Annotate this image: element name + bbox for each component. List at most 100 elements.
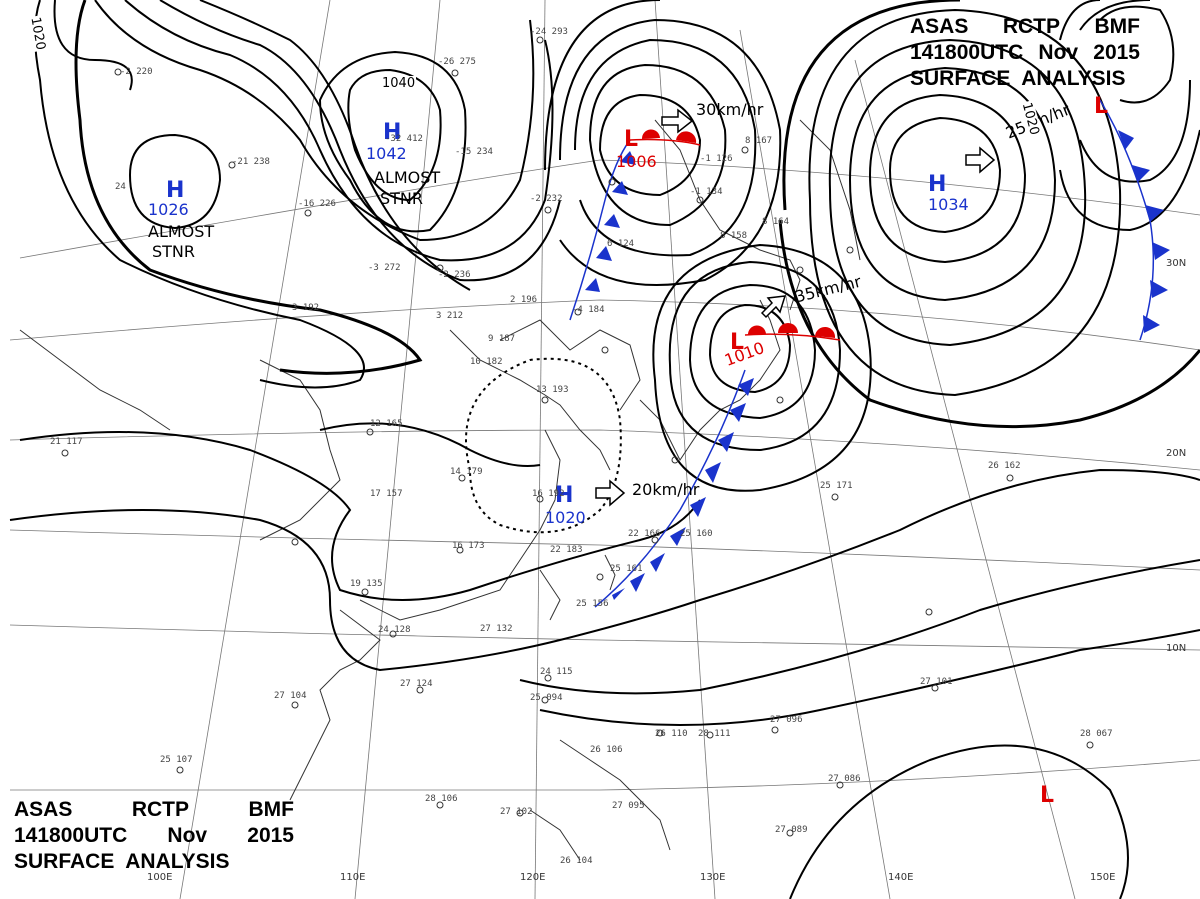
station-temperature: -4 <box>572 305 583 315</box>
station-plot: -16 226 <box>298 200 336 209</box>
station-temperature: 8 <box>720 231 726 241</box>
station-temperature: -21 <box>232 157 249 167</box>
station-plot: 26 106 <box>590 746 623 755</box>
latitude-label: 20N <box>1166 448 1187 459</box>
header-line-1: ASAS RCTP BMF <box>14 797 294 823</box>
isobar <box>828 38 1087 347</box>
station-plot: 27 089 <box>775 826 808 835</box>
isobar <box>574 38 757 257</box>
station-plot: 6 124 <box>607 240 634 249</box>
station-plot: 22 166 <box>628 530 661 539</box>
station-plot: -4 184 <box>572 306 605 315</box>
station-plot: 9 187 <box>488 335 515 344</box>
station-plot: -3 272 <box>368 264 401 273</box>
high-pressure-value: 1034 <box>928 195 969 214</box>
cold-front-tooth <box>730 403 746 422</box>
station-pressure: 166 <box>638 529 661 539</box>
isobar <box>318 50 467 233</box>
header-agency: ASAS <box>910 15 969 38</box>
station-pressure: 134 <box>700 187 723 197</box>
station-pressure: 173 <box>462 541 485 551</box>
isobar <box>124 0 554 262</box>
station-temperature: 25 <box>160 755 171 765</box>
station-pressure: 167 <box>750 136 773 146</box>
station-pressure: 104 <box>284 691 307 701</box>
system-note: STNR <box>380 189 424 208</box>
motion-arrow-icon <box>595 479 626 507</box>
station-pressure: 193 <box>546 385 569 395</box>
station-pressure: 234 <box>471 147 493 157</box>
station-plot: 26 110 <box>655 730 688 739</box>
motion-label: 20km/hr <box>632 480 700 499</box>
header-line-2: 141800UTC Nov 2015 <box>910 40 1140 66</box>
station-pressure: 272 <box>378 263 401 273</box>
cold-front-tooth <box>690 497 706 517</box>
station-plot: 16 192 <box>532 490 565 499</box>
header-agency: ASAS <box>14 798 73 821</box>
isobar <box>34 0 365 389</box>
motion-arrow-icon <box>965 146 996 174</box>
station-pressure: 086 <box>838 774 861 784</box>
low-pressure-value: 1006 <box>616 152 657 171</box>
station-plot: -32 412 <box>385 135 423 144</box>
station-temperature: 12 <box>370 419 381 429</box>
station-plot: 26 104 <box>560 857 593 866</box>
header-title: SURFACE ANALYSIS <box>910 67 1126 90</box>
station-temperature: 3 <box>292 303 298 313</box>
station-plot: 25 156 <box>576 600 609 609</box>
longitude-label: 110E <box>340 872 366 883</box>
cold-front-tooth <box>650 553 665 572</box>
system-note: ALMOST <box>148 222 215 241</box>
station-plot: 2 196 <box>510 296 537 305</box>
station-pressure: 212 <box>441 311 464 321</box>
isobar-label: 1040 <box>381 76 417 91</box>
cold-front-tooth <box>718 432 734 452</box>
station-temperature: -2 <box>438 270 449 280</box>
station-pressure: 128 <box>388 625 411 635</box>
station-temperature: 26 <box>590 745 601 755</box>
station-plot: 27 101 <box>920 678 953 687</box>
station-pressure: 096 <box>780 715 803 725</box>
station-plot: 26 162 <box>988 462 1021 471</box>
station-pressure: 161 <box>620 564 643 574</box>
station-temperature: 16 <box>532 489 543 499</box>
cold-front-tooth <box>585 278 600 292</box>
station-pressure: 232 <box>540 194 563 204</box>
station-plot: -24 293 <box>530 28 568 37</box>
station-pressure: 162 <box>998 461 1021 471</box>
longitude-label: 120E <box>520 872 546 883</box>
station-temperature: 27 <box>828 774 839 784</box>
header-year: 2015 <box>247 824 294 847</box>
high-pressure-value: 1026 <box>148 200 189 219</box>
station-plot: 25 107 <box>160 756 193 765</box>
station-plot: -2 220 <box>120 68 153 77</box>
isobar <box>868 93 1027 264</box>
isobar <box>652 243 872 492</box>
isobar <box>539 629 1200 726</box>
isobar <box>598 93 702 197</box>
station-temperature: 25 <box>820 481 831 491</box>
header-title: SURFACE ANALYSIS <box>14 850 230 873</box>
station-temperature: 10 <box>470 357 481 367</box>
station-temperature: -15 <box>455 147 472 157</box>
latitude-label: 10N <box>1166 643 1187 654</box>
station-temperature: 24 <box>378 625 389 635</box>
cold-front-line <box>594 369 746 608</box>
station-temperature: 19 <box>350 579 361 589</box>
station-pressure: 126 <box>710 154 733 164</box>
station-temperature: 26 <box>988 461 999 471</box>
station-pressure: 220 <box>130 67 153 77</box>
station-pressure: 412 <box>401 134 423 144</box>
isobar <box>1059 0 1200 232</box>
station-plot: 27 102 <box>500 808 533 817</box>
system-note: STNR <box>152 242 196 261</box>
header-month: Nov <box>167 824 208 847</box>
station-pressure: 187 <box>493 334 516 344</box>
cold-front-tooth <box>1132 165 1150 182</box>
station-plot: 8 158 <box>720 232 747 241</box>
station-pressure: 24 <box>115 182 126 192</box>
longitude-label: 130E <box>700 872 726 883</box>
station-plot: 28 111 <box>698 730 731 739</box>
station-plot: 25 161 <box>610 565 643 574</box>
